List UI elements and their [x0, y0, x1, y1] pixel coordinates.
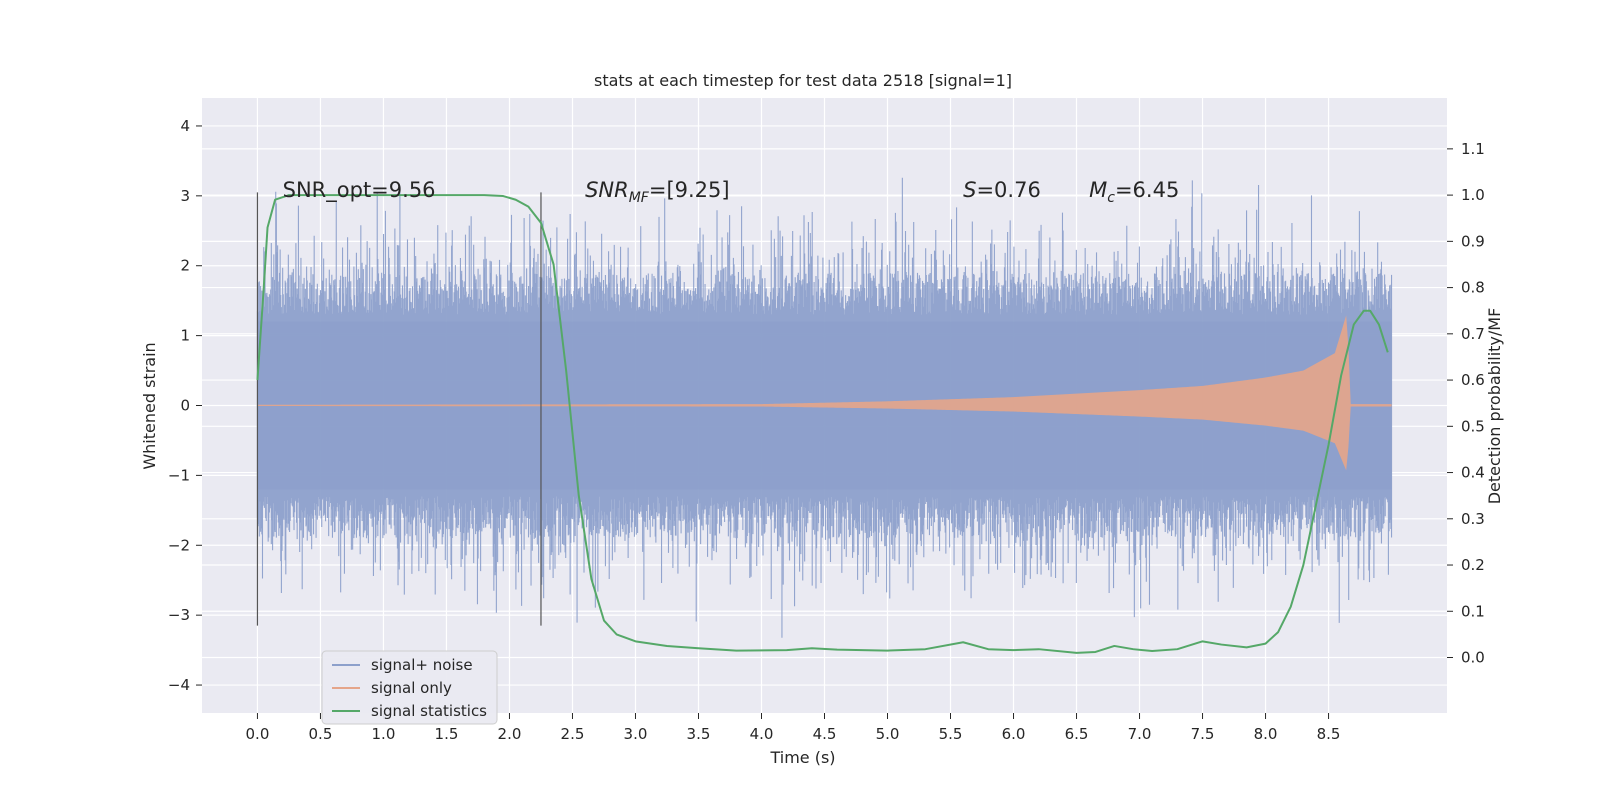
x-tick-label: 2.5 — [561, 725, 585, 743]
signal-statistics-line — [256, 194, 1389, 654]
x-tick-label: 3.5 — [687, 725, 711, 743]
annotations: SNR_opt=9.56 SNRMF=[9.25] S=0.76 Mc=6.45 — [283, 178, 1180, 206]
right-y-axis: 1.1 1.0 0.9 0.8 0.7 0.6 0.5 0.4 0.3 0.2 0.1 0.0 — [1447, 140, 1485, 667]
annotation: Mc=6.45 — [1089, 178, 1179, 206]
annotation: SNRMF=[9.25] — [585, 178, 730, 206]
x-tick-label: 8.5 — [1317, 725, 1341, 743]
y-tick-label: 3 — [180, 187, 190, 205]
x-tick-label: 4.5 — [813, 725, 837, 743]
left-y-axis: 4 3 2 1 0 −1 −2 −3 −4 — [168, 117, 202, 694]
x-tick-label: 8.0 — [1254, 725, 1278, 743]
x-tick-label: 5.0 — [876, 725, 900, 743]
y-tick-label: −1 — [168, 466, 190, 484]
y-tick-label: 0 — [180, 397, 190, 415]
y2-tick-label: 0.2 — [1461, 556, 1485, 574]
y-tick-label: 2 — [180, 257, 190, 275]
y-axis-label: Whitened strain — [140, 342, 159, 469]
legend-label: signal statistics — [371, 702, 487, 720]
x-axis-label: Time (s) — [769, 748, 835, 767]
legend-label: signal only — [371, 679, 452, 697]
x-tick-label: 6.5 — [1065, 725, 1089, 743]
signal-only-trace — [257, 315, 1392, 471]
x-tick-label: 7.5 — [1191, 725, 1215, 743]
y2-tick-label: 1.1 — [1461, 140, 1485, 158]
signal-statistics-series — [256, 194, 1389, 654]
y-tick-label: −4 — [168, 676, 190, 694]
x-tick-label: 0.0 — [246, 725, 270, 743]
x-tick-label: 4.0 — [750, 725, 774, 743]
legend-label: signal+ noise — [371, 656, 473, 674]
x-tick-label: 1.5 — [435, 725, 459, 743]
y2-tick-label: 0.5 — [1461, 417, 1485, 435]
y2-tick-label: 0.7 — [1461, 325, 1485, 343]
y2-tick-label: 0.9 — [1461, 232, 1485, 250]
chart-title: stats at each timestep for test data 251… — [594, 71, 1012, 90]
y-tick-label: 4 — [180, 117, 190, 135]
vertical-markers — [256, 192, 542, 626]
x-axis: 0.0 0.5 1.0 1.5 2.0 2.5 3.0 3.5 4.0 4.5 5.0 5.5 6.0 6… — [246, 713, 1341, 743]
annotation: SNR_opt=9.56 — [283, 178, 436, 203]
y2-tick-label: 0.8 — [1461, 279, 1485, 297]
y-tick-label: −2 — [168, 536, 190, 554]
y-tick-label: 1 — [180, 327, 190, 345]
y2-tick-label: 1.0 — [1461, 186, 1485, 204]
x-tick-label: 2.0 — [498, 725, 522, 743]
annotation: S=0.76 — [963, 178, 1041, 202]
x-tick-label: 3.0 — [624, 725, 648, 743]
signal-only-series — [257, 315, 1392, 471]
x-tick-label: 1.0 — [372, 725, 396, 743]
x-tick-label: 7.0 — [1128, 725, 1152, 743]
y-tick-label: −3 — [168, 606, 190, 624]
y2-tick-label: 0.0 — [1461, 649, 1485, 667]
legend: signal+ noise signal only signal statistic… — [321, 650, 498, 725]
y2-tick-label: 0.1 — [1461, 602, 1485, 620]
legend-box — [321, 650, 498, 725]
y2-axis-label: Detection probability/MF — [1485, 308, 1504, 505]
y2-tick-label: 0.4 — [1461, 464, 1485, 482]
x-tick-label: 0.5 — [309, 725, 333, 743]
x-tick-label: 6.0 — [1002, 725, 1026, 743]
y2-tick-label: 0.3 — [1461, 510, 1485, 528]
x-tick-label: 5.5 — [939, 725, 963, 743]
y2-tick-label: 0.6 — [1461, 371, 1485, 389]
